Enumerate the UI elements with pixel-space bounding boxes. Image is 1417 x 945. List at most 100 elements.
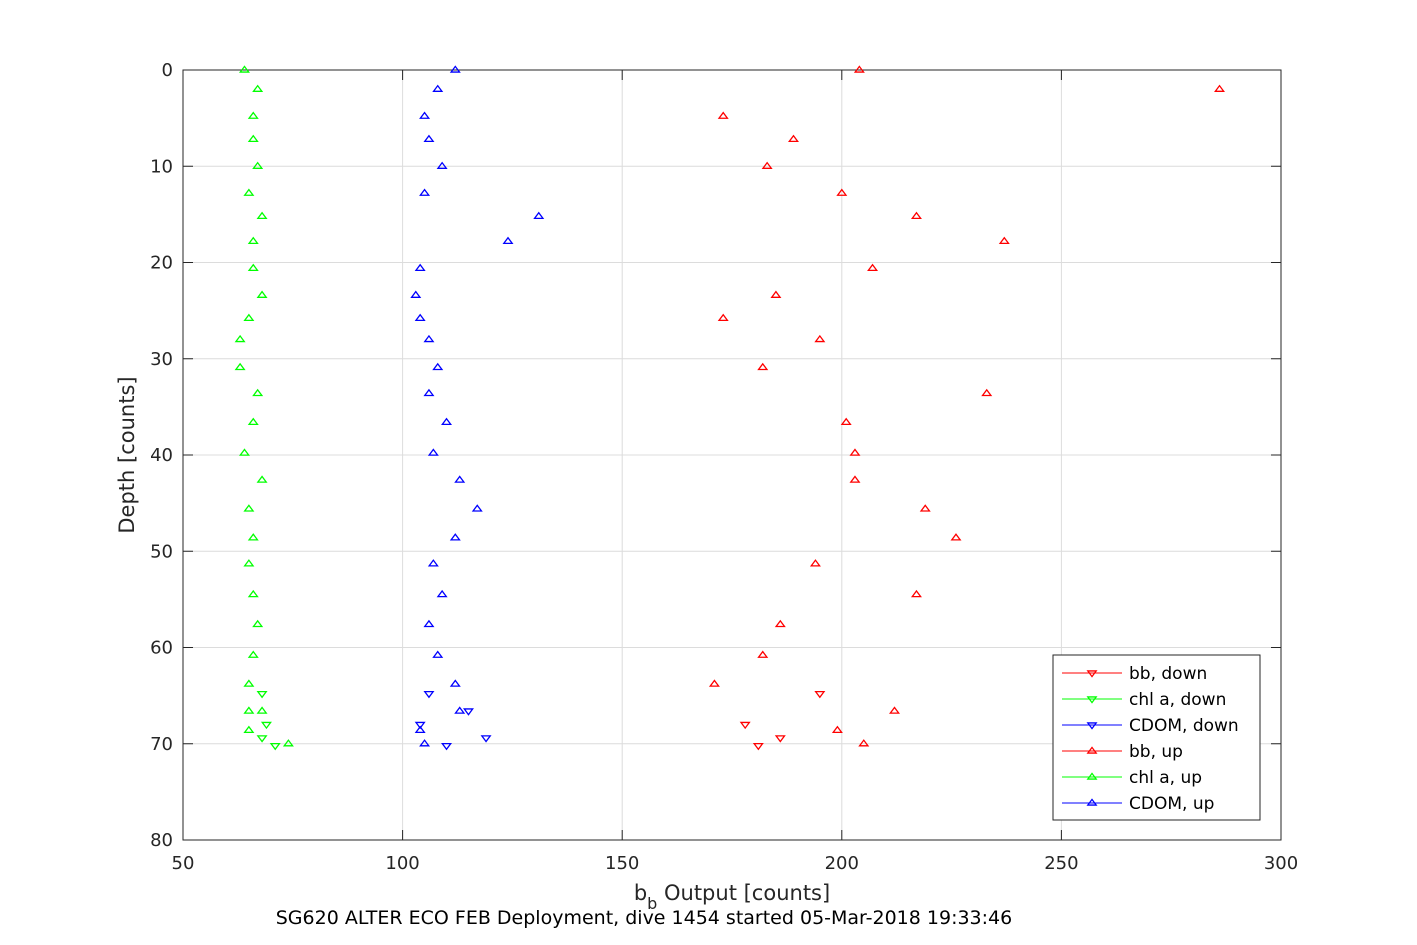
data-point [757, 650, 769, 658]
data-point [238, 65, 250, 73]
data-point [889, 706, 900, 714]
data-point [243, 313, 255, 322]
data-point [436, 589, 448, 598]
data-point [247, 650, 259, 658]
legend-marker [1086, 722, 1098, 730]
y-tick-label: 80 [150, 830, 173, 851]
data-point [998, 236, 1010, 245]
data-point [243, 188, 255, 196]
data-point [809, 559, 821, 567]
x-axis-label: bb Output [counts] [634, 881, 830, 913]
data-point [243, 559, 255, 567]
data-point [814, 690, 826, 699]
data-point [414, 263, 426, 272]
y-tick-label: 30 [150, 349, 173, 370]
legend-item: bb, down [1062, 664, 1207, 684]
data-point [423, 388, 435, 397]
data-point [770, 290, 782, 298]
data-point [252, 619, 264, 628]
data-point [757, 362, 769, 371]
x-tick-label: 200 [825, 853, 859, 874]
data-point [256, 735, 268, 743]
data-point [858, 739, 870, 747]
data-point [441, 742, 453, 751]
data-point [247, 533, 259, 541]
data-point [419, 111, 431, 119]
data-point [256, 211, 268, 220]
data-point [849, 475, 861, 483]
data-point [454, 475, 466, 483]
data-point [449, 533, 461, 541]
data-point [840, 417, 852, 426]
data-point [260, 721, 272, 730]
series-cdom-up [410, 65, 545, 747]
data-point [247, 111, 259, 119]
data-point [419, 188, 431, 196]
data-point [414, 725, 426, 734]
data-point [432, 362, 444, 371]
y-tick-label: 0 [162, 60, 173, 81]
x-tick-label: 150 [605, 853, 639, 874]
data-point [256, 706, 268, 714]
data-point [269, 742, 281, 751]
data-point [814, 334, 826, 343]
data-point [436, 161, 448, 169]
legend-label: chl a, up [1129, 768, 1202, 788]
data-point [441, 417, 453, 426]
legend-item: CDOM, down [1062, 716, 1239, 736]
data-point [247, 417, 259, 426]
data-point [717, 111, 729, 119]
data-point [752, 742, 764, 751]
data-point [981, 388, 993, 397]
data-point [256, 690, 268, 699]
legend-box [1052, 654, 1261, 821]
legend-marker [1086, 670, 1098, 678]
data-point [910, 589, 922, 598]
data-point [787, 134, 799, 143]
legend-item: CDOM, up [1062, 794, 1214, 814]
data-point [427, 559, 439, 567]
data-point [449, 65, 461, 73]
data-point [449, 679, 461, 687]
y-tick-label: 60 [150, 638, 173, 659]
data-point [708, 679, 720, 687]
data-point [247, 263, 259, 272]
data-point [910, 211, 922, 220]
y-tick-label: 70 [150, 734, 173, 755]
data-point [849, 448, 861, 456]
chart-caption: SG620 ALTER ECO FEB Deployment, dive 145… [276, 907, 1012, 929]
data-point [410, 290, 422, 298]
data-point [414, 313, 426, 322]
data-point [238, 448, 250, 456]
y-tick-label: 20 [150, 253, 173, 274]
data-point [423, 134, 435, 143]
data-point [243, 679, 255, 687]
data-point [774, 735, 786, 743]
legend-marker [1086, 696, 1098, 704]
data-point [853, 65, 865, 73]
data-point [774, 619, 786, 628]
data-point [243, 504, 255, 512]
x-tick-label: 250 [1044, 853, 1078, 874]
data-point [739, 721, 751, 730]
series-chl-a-up [234, 65, 294, 747]
legend-label: CDOM, down [1129, 716, 1239, 736]
x-axis-label-rest: Output [counts] [657, 881, 830, 905]
data-point [243, 725, 255, 734]
legend-label: bb, down [1129, 664, 1207, 684]
series-bb-down [739, 690, 826, 751]
data-point [432, 650, 444, 658]
data-point [831, 725, 843, 734]
legend-marker [1086, 772, 1098, 780]
data-point [423, 619, 435, 628]
data-point [234, 362, 246, 371]
legend-marker [1086, 798, 1098, 806]
data-point [423, 334, 435, 343]
data-markers [234, 65, 1226, 751]
data-point [247, 589, 259, 598]
axis-ticks: 50 100 150 200 250 300 0 10 20 30 40 50 60 70 80 [150, 60, 1298, 874]
data-point [247, 134, 259, 143]
series-chl-a-down [256, 690, 281, 751]
legend-item: bb, up [1062, 742, 1183, 762]
